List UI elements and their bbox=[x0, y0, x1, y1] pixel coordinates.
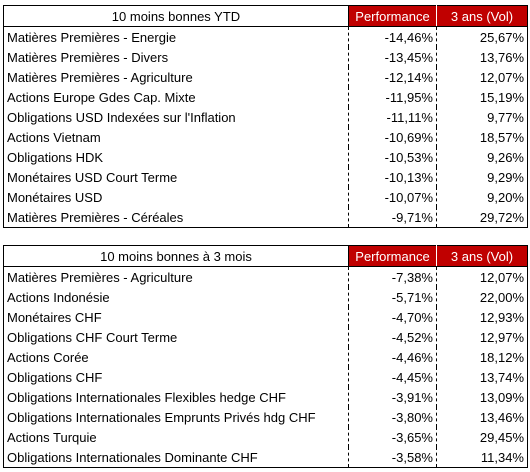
performance-value: -3,91% bbox=[348, 387, 437, 407]
performance-value: -4,45% bbox=[348, 367, 437, 387]
table-row: Monétaires USD -10,07% 9,20% bbox=[3, 187, 528, 207]
fund-name: Matières Premières - Energie bbox=[3, 26, 349, 47]
fund-name: Obligations USD Indexées sur l'Inflation bbox=[3, 107, 349, 127]
table-row: Actions Europe Gdes Cap. Mixte -11,95% 15,… bbox=[3, 87, 528, 107]
fund-name: Matières Premières - Divers bbox=[3, 47, 349, 67]
volatility-value: 22,00% bbox=[479, 289, 524, 305]
volatility-value: 11,34% bbox=[480, 449, 524, 465]
table-row: Monétaires USD Court Terme -10,13% 9,29% bbox=[3, 167, 528, 187]
table-row: Actions Vietnam -10,69% 18,57% bbox=[3, 127, 528, 147]
column-header-performance: Performance bbox=[348, 5, 437, 27]
table-title: 10 moins bonnes à 3 mois bbox=[3, 245, 349, 267]
fund-name: Actions Vietnam bbox=[3, 127, 349, 147]
performance-value: -3,80% bbox=[348, 407, 437, 427]
table-row: Obligations HDK -10,53% 9,26% bbox=[3, 147, 528, 167]
table-row: Obligations CHF Court Terme -4,52% 12,97% bbox=[3, 327, 528, 347]
table-ytd: 10 moins bonnes YTD Performance 3 ans (V… bbox=[3, 5, 528, 228]
table-row: Obligations Internationales Flexibles he… bbox=[3, 387, 528, 407]
volatility-value: 18,57% bbox=[479, 129, 524, 145]
column-header-performance: Performance bbox=[348, 245, 437, 267]
volatility-value: 29,45% bbox=[479, 429, 524, 445]
volatility-value: 13,09% bbox=[479, 389, 524, 405]
table-row: Matières Premières - Agriculture -7,38% 12… bbox=[3, 266, 528, 287]
fund-name: Obligations Internationales Dominante CH… bbox=[3, 447, 349, 468]
fund-name: Matières Premières - Agriculture bbox=[3, 266, 349, 287]
fund-name: Obligations Internationales Emprunts Pri… bbox=[3, 407, 349, 427]
table-row: Monétaires CHF -4,70% 12,93% bbox=[3, 307, 528, 327]
table-row: Actions Turquie -3,65% 29,45% bbox=[3, 427, 528, 447]
performance-value: -13,45% bbox=[348, 47, 437, 67]
fund-name: Monétaires USD Court Terme bbox=[3, 167, 349, 187]
performance-value: -10,13% bbox=[348, 167, 437, 187]
volatility-value: 12,07% bbox=[479, 269, 524, 285]
fund-name: Actions Turquie bbox=[3, 427, 349, 447]
volatility-value: 13,76% bbox=[479, 49, 524, 65]
table-row: Obligations USD Indexées sur l'Inflation… bbox=[3, 107, 528, 127]
column-header-volatility: 3 ans (Vol) bbox=[436, 245, 528, 267]
fund-name: Actions Corée bbox=[3, 347, 349, 367]
volatility-value: 13,74% bbox=[479, 369, 524, 385]
performance-value: -11,95% bbox=[348, 87, 437, 107]
performance-value: -10,69% bbox=[348, 127, 437, 147]
table-3-months: 10 moins bonnes à 3 mois Performance 3 a… bbox=[3, 245, 528, 468]
table-row: Actions Corée -4,46% 18,12% bbox=[3, 347, 528, 367]
performance-value: -10,53% bbox=[348, 147, 437, 167]
volatility-value: 12,93% bbox=[479, 309, 524, 325]
table-row: Actions Indonésie -5,71% 22,00% bbox=[3, 287, 528, 307]
volatility-value: 9,77% bbox=[487, 109, 524, 125]
fund-name: Obligations CHF bbox=[3, 367, 349, 387]
table-row: Matières Premières - Divers -13,45% 13,76% bbox=[3, 47, 528, 67]
performance-value: -11,11% bbox=[348, 107, 437, 127]
table-row: Matières Premières - Agriculture -12,14% 1… bbox=[3, 67, 528, 87]
performance-value: -10,07% bbox=[348, 187, 437, 207]
volatility-value: 12,97% bbox=[479, 329, 524, 345]
fund-name: Monétaires USD bbox=[3, 187, 349, 207]
fund-name: Actions Indonésie bbox=[3, 287, 349, 307]
volatility-value: 13,46% bbox=[479, 409, 524, 425]
fund-name: Matières Premières - Agriculture bbox=[3, 67, 349, 87]
performance-value: -4,52% bbox=[348, 327, 437, 347]
table-header-row: 10 moins bonnes YTD Performance 3 ans (V… bbox=[3, 5, 528, 27]
performance-value: -14,46% bbox=[348, 26, 437, 47]
column-header-volatility: 3 ans (Vol) bbox=[436, 5, 528, 27]
table-header-row: 10 moins bonnes à 3 mois Performance 3 a… bbox=[3, 245, 528, 267]
performance-value: -9,71% bbox=[348, 207, 437, 228]
performance-value: -3,65% bbox=[348, 427, 437, 447]
performance-value: -5,71% bbox=[348, 287, 437, 307]
volatility-value: 9,26% bbox=[487, 149, 524, 165]
volatility-value: 18,12% bbox=[479, 349, 524, 365]
volatility-value: 9,29% bbox=[487, 169, 524, 185]
table-row: Obligations CHF -4,45% 13,74% bbox=[3, 367, 528, 387]
performance-value: -4,70% bbox=[348, 307, 437, 327]
performance-value: -12,14% bbox=[348, 67, 437, 87]
fund-name: Obligations HDK bbox=[3, 147, 349, 167]
fund-name: Actions Europe Gdes Cap. Mixte bbox=[3, 87, 349, 107]
volatility-value: 12,07% bbox=[479, 69, 524, 85]
table-row: Obligations Internationales Dominante CH… bbox=[3, 447, 528, 468]
table-row: Obligations Internationales Emprunts Pri… bbox=[3, 407, 528, 427]
volatility-value: 15,19% bbox=[479, 89, 524, 105]
fund-name: Matières Premières - Céréales bbox=[3, 207, 349, 228]
fund-name: Obligations CHF Court Terme bbox=[3, 327, 349, 347]
performance-value: -4,46% bbox=[348, 347, 437, 367]
performance-value: -3,58% bbox=[348, 447, 437, 468]
volatility-value: 25,67% bbox=[479, 29, 524, 45]
fund-name: Obligations Internationales Flexibles he… bbox=[3, 387, 349, 407]
performance-value: -7,38% bbox=[348, 266, 437, 287]
table-row: Matières Premières - Energie -14,46% 25,67… bbox=[3, 26, 528, 47]
fund-name: Monétaires CHF bbox=[3, 307, 349, 327]
volatility-value: 9,20% bbox=[487, 189, 524, 205]
table-title: 10 moins bonnes YTD bbox=[3, 5, 349, 27]
table-row: Matières Premières - Céréales -9,71% 29,72… bbox=[3, 207, 528, 228]
volatility-value: 29,72% bbox=[479, 209, 524, 225]
